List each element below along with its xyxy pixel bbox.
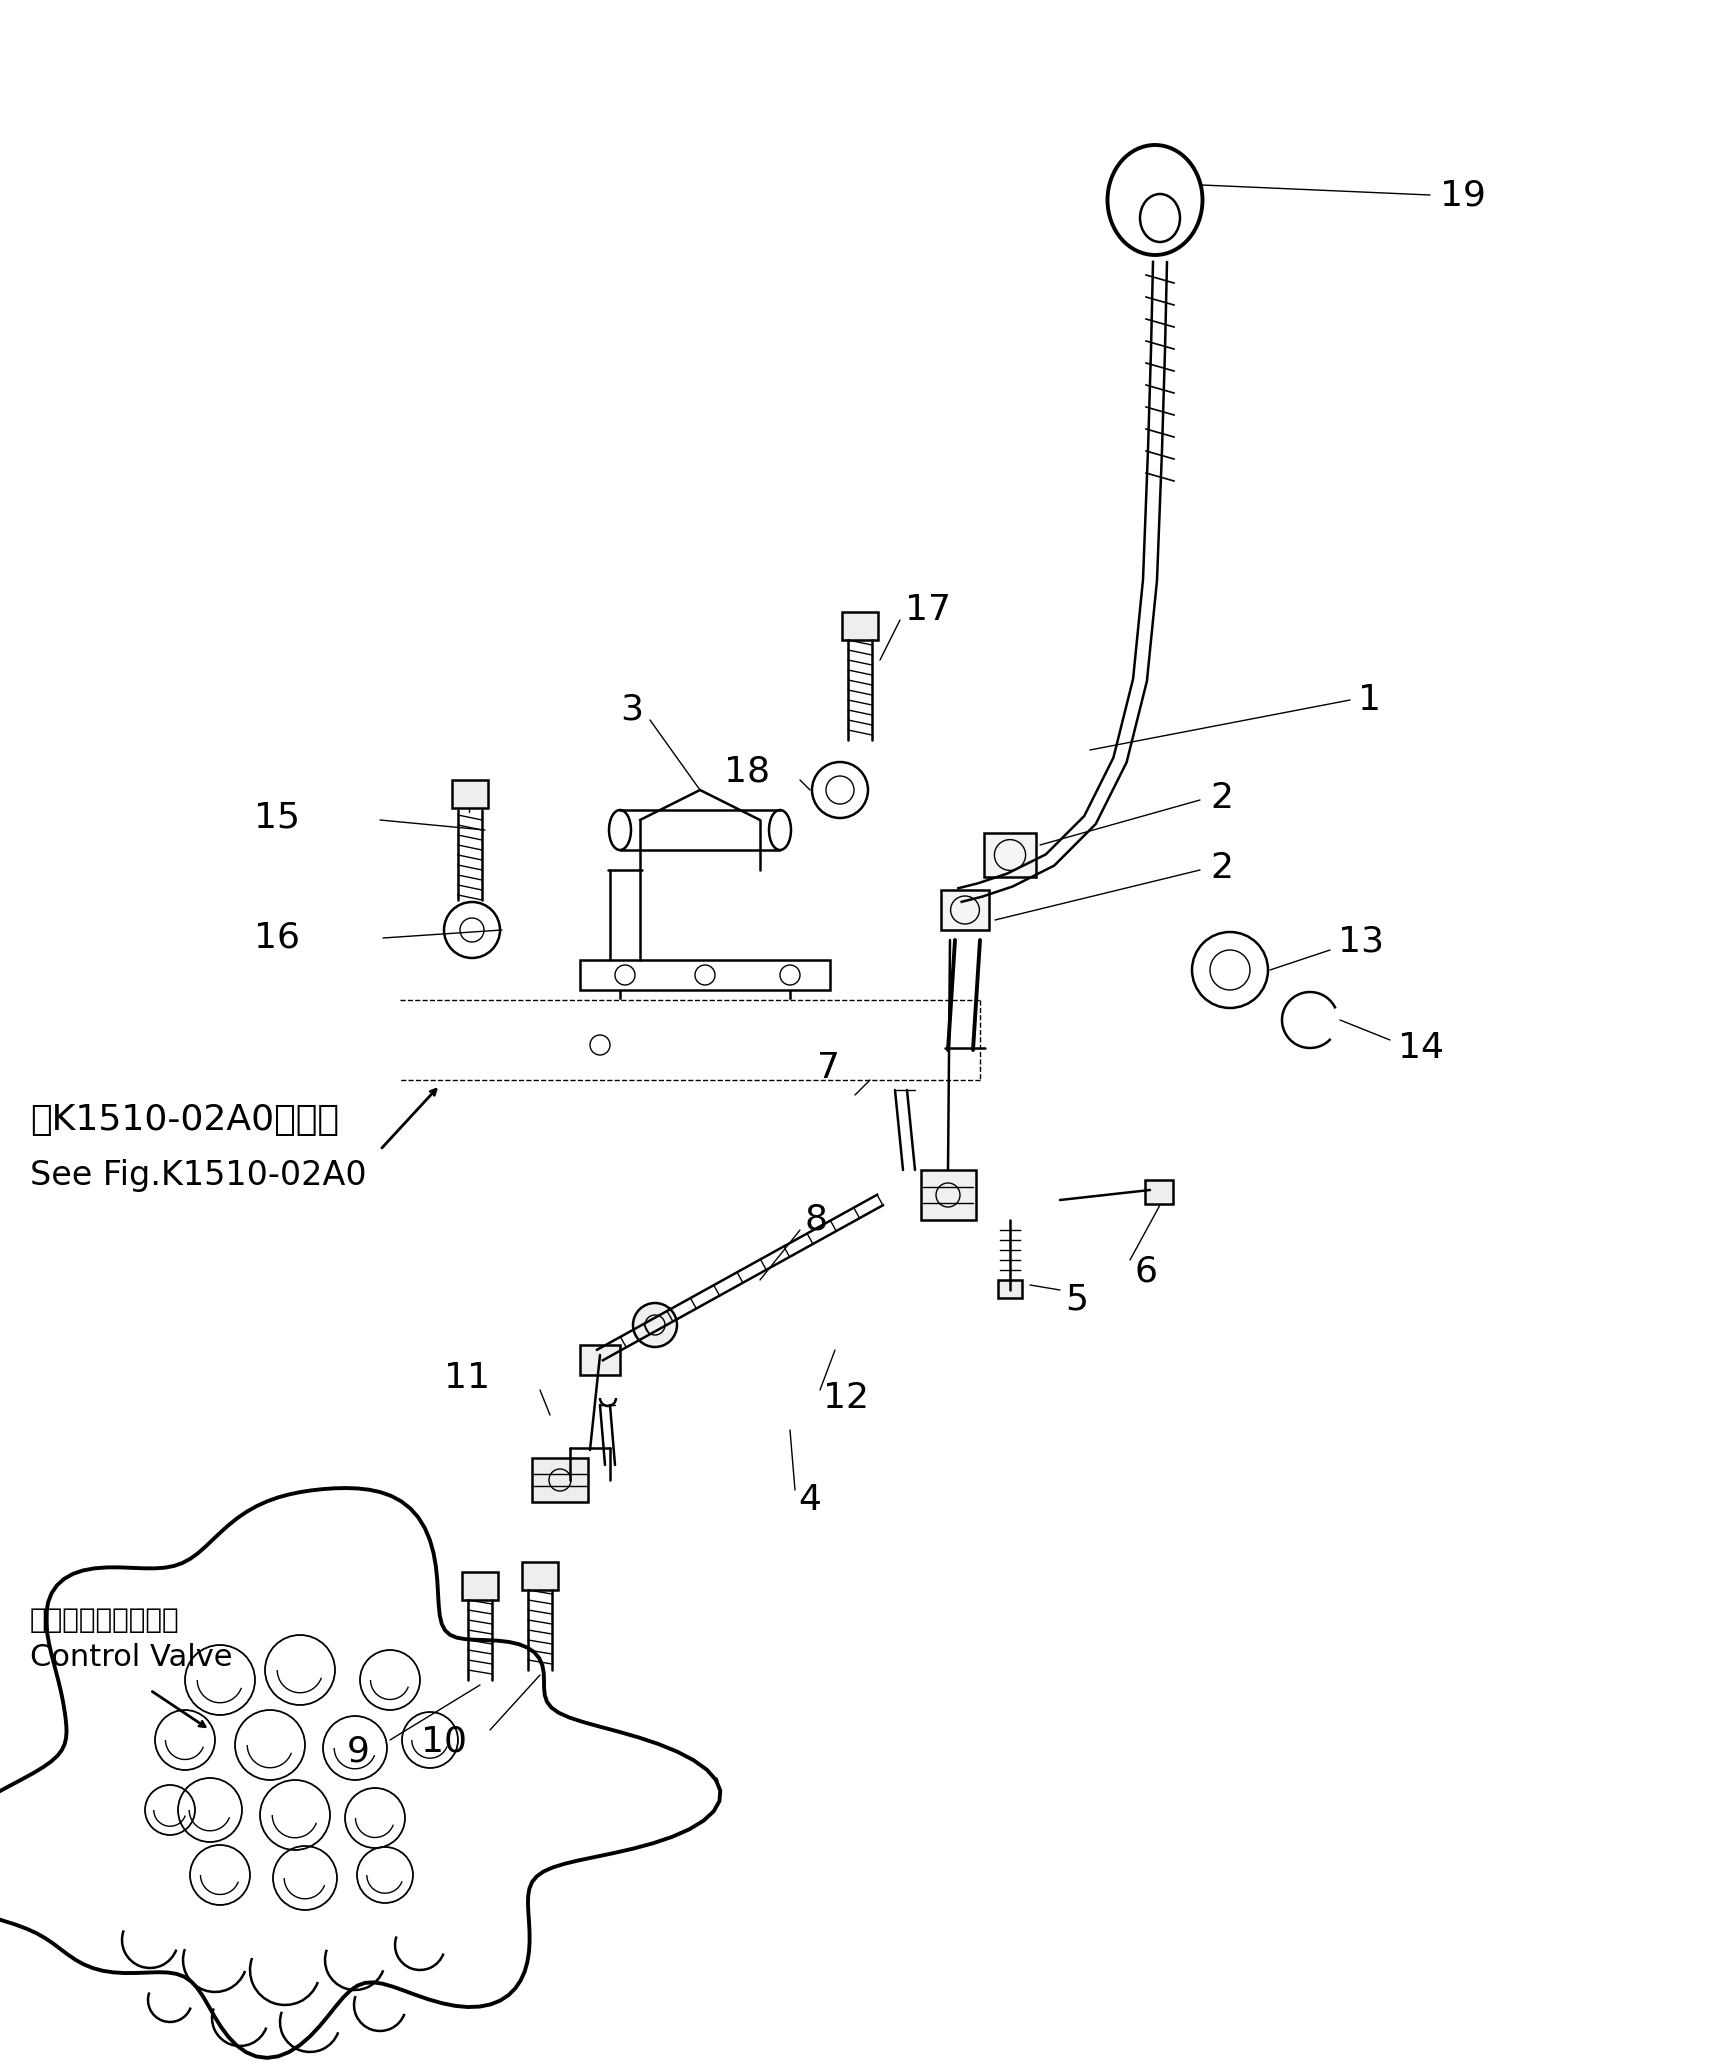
Bar [984, 833, 1036, 876]
Circle shape [634, 1303, 677, 1346]
Text: 16: 16 [254, 922, 300, 955]
Text: 3: 3 [620, 693, 642, 728]
Bar [463, 1571, 497, 1600]
Bar [941, 891, 990, 930]
Text: 10: 10 [421, 1726, 466, 1759]
Text: 1: 1 [1357, 683, 1382, 718]
Bar [920, 1169, 976, 1221]
Text: 第K1510-02A0図参照: 第K1510-02A0図参照 [29, 1103, 338, 1136]
Text: 5: 5 [1066, 1283, 1088, 1318]
Bar [1145, 1179, 1173, 1204]
Text: 13: 13 [1338, 926, 1383, 959]
Bar [998, 1281, 1022, 1297]
Text: 17: 17 [905, 594, 952, 627]
Text: 19: 19 [1440, 177, 1485, 212]
Text: 2: 2 [1211, 781, 1233, 814]
Text: 9: 9 [347, 1734, 370, 1769]
Text: See Fig.K1510-02A0: See Fig.K1510-02A0 [29, 1159, 366, 1192]
Text: 6: 6 [1135, 1256, 1159, 1289]
Bar [580, 1344, 620, 1375]
Bar [452, 779, 489, 808]
Text: 14: 14 [1397, 1031, 1444, 1064]
Text: 7: 7 [817, 1052, 839, 1085]
Bar [532, 1458, 587, 1501]
Bar [522, 1563, 558, 1590]
Ellipse shape [610, 810, 630, 850]
Text: 12: 12 [824, 1382, 869, 1415]
Text: コントロールバルブ: コントロールバルブ [29, 1606, 180, 1633]
Bar [843, 612, 877, 639]
Text: Control Valve: Control Valve [29, 1643, 233, 1672]
Text: 15: 15 [254, 800, 300, 835]
Text: 11: 11 [444, 1361, 490, 1396]
Text: 18: 18 [724, 755, 770, 790]
Text: 2: 2 [1211, 852, 1233, 885]
Text: 8: 8 [805, 1202, 829, 1237]
Ellipse shape [769, 810, 791, 850]
Text: 4: 4 [798, 1483, 820, 1518]
